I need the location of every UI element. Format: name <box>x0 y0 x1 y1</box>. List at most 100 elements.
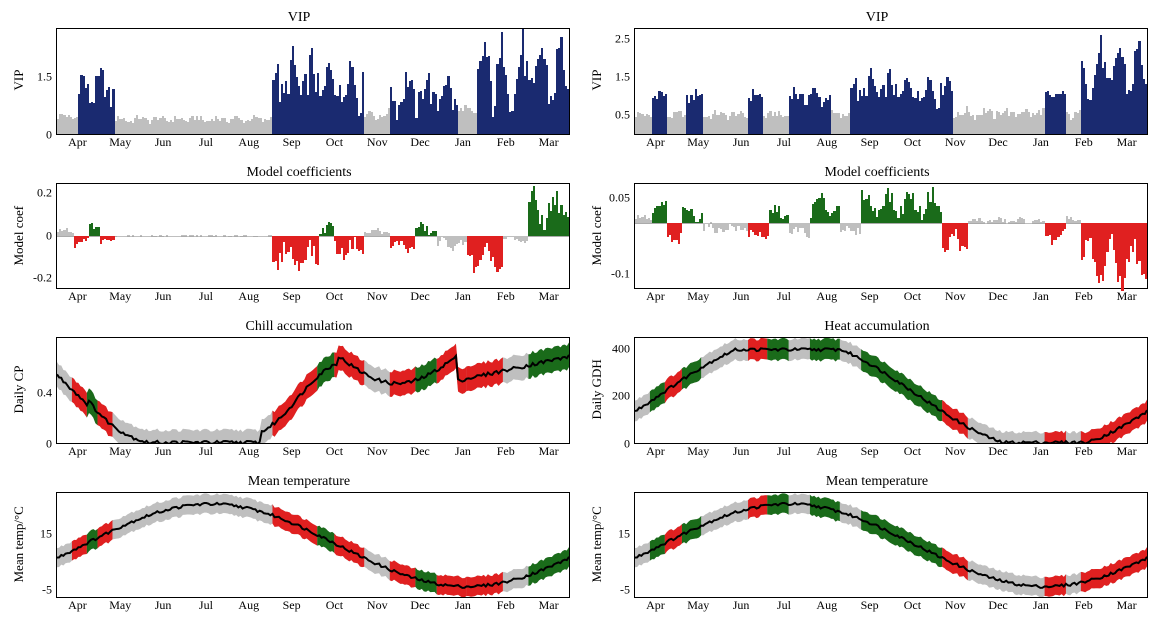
coef-bar <box>232 236 234 237</box>
x-axis: AprMayJunJulAugSepOctNovDecJanFebMar <box>606 598 1148 614</box>
panel-title: Chill accumulation <box>28 319 570 335</box>
panel: Mean temp/°CMean temperature-515AprMayJu… <box>10 474 570 615</box>
x-tick: Feb <box>497 289 515 304</box>
x-tick: Nov <box>367 598 388 613</box>
coef-bar <box>362 236 364 254</box>
vip-bar <box>567 89 569 134</box>
x-tick: Oct <box>326 598 343 613</box>
coef-bar <box>680 223 682 233</box>
x-tick: Jul <box>199 598 213 613</box>
y-tick: 400 <box>612 341 630 356</box>
coef-bar <box>665 201 667 223</box>
x-tick: Apr <box>68 135 87 150</box>
band-svg <box>635 493 1147 598</box>
x-tick: Feb <box>1075 289 1093 304</box>
x-tick: Aug <box>238 444 259 459</box>
panel: Daily GDHHeat accumulation0200400AprMayJ… <box>588 319 1148 460</box>
x-tick: Mar <box>539 289 559 304</box>
y-tick: -5 <box>42 582 52 597</box>
x-tick: Jun <box>155 444 172 459</box>
panel: VIPVIP0.51.52.5AprMayJunJulAugSepOctNovD… <box>588 10 1148 151</box>
x-tick: Aug <box>816 444 837 459</box>
y-axis-label: VIP <box>588 10 606 151</box>
x-tick: Nov <box>945 598 966 613</box>
y-tick: 1.5 <box>37 70 52 85</box>
x-tick: Apr <box>646 135 665 150</box>
y-tick: 1.5 <box>615 70 630 85</box>
x-tick: Jun <box>733 598 750 613</box>
x-tick: Jul <box>199 135 213 150</box>
x-tick: Sep <box>861 289 879 304</box>
x-tick: Jun <box>733 444 750 459</box>
x-tick: Apr <box>646 598 665 613</box>
coef-bar <box>351 236 353 249</box>
x-tick: Dec <box>410 444 429 459</box>
y-axis: -0.200.2 <box>28 183 56 290</box>
x-tick: Jun <box>155 135 172 150</box>
plot-area <box>56 492 570 599</box>
y-tick: 0.4 <box>37 386 52 401</box>
coef-bar <box>149 236 151 237</box>
y-tick: 0.2 <box>37 186 52 201</box>
coef-bar <box>786 215 788 223</box>
x-axis: AprMayJunJulAugSepOctNovDecJanFebMar <box>28 598 570 614</box>
plot-area <box>634 337 1148 444</box>
y-axis: -5 15 <box>28 492 56 599</box>
coef-bar <box>526 236 528 241</box>
panel-title: Heat accumulation <box>606 319 1148 335</box>
coef-bar <box>859 223 861 234</box>
x-tick: Aug <box>238 289 259 304</box>
x-tick: Oct <box>904 135 921 150</box>
coef-bar <box>317 236 319 265</box>
chart-grid: VIPVIP01.5AprMayJunJulAugSepOctNovDecJan… <box>10 10 1148 614</box>
x-tick: May <box>687 289 709 304</box>
x-tick: Mar <box>1117 289 1137 304</box>
x-tick: May <box>109 135 131 150</box>
y-axis: -0.10.05 <box>606 183 634 290</box>
x-tick: Nov <box>945 444 966 459</box>
x-tick: Dec <box>988 289 1007 304</box>
x-tick: Jul <box>777 289 791 304</box>
x-tick: Jun <box>155 289 172 304</box>
x-tick: May <box>687 135 709 150</box>
y-tick: -5 <box>620 582 630 597</box>
x-tick: May <box>687 444 709 459</box>
x-tick: Apr <box>68 289 87 304</box>
x-tick: Jan <box>455 135 471 150</box>
y-axis: -515 <box>606 492 634 599</box>
y-axis-label: Daily GDH <box>588 319 606 460</box>
x-tick: Feb <box>1075 598 1093 613</box>
x-tick: Oct <box>326 444 343 459</box>
band-svg <box>57 338 569 443</box>
x-tick: Jun <box>733 289 750 304</box>
x-tick: Jul <box>777 444 791 459</box>
x-tick: Jun <box>155 598 172 613</box>
x-tick: Feb <box>1075 444 1093 459</box>
panel-title: Mean temperature <box>606 474 1148 490</box>
x-tick: Nov <box>945 135 966 150</box>
x-axis: AprMayJunJulAugSepOctNovDecJanFebMar <box>28 135 570 151</box>
y-tick: 15 <box>40 526 52 541</box>
coef-bar <box>501 236 503 267</box>
x-tick: Sep <box>283 444 301 459</box>
x-tick: Dec <box>410 289 429 304</box>
x-tick: Nov <box>367 289 388 304</box>
x-tick: Nov <box>367 444 388 459</box>
x-tick: Jan <box>1033 598 1049 613</box>
x-tick: May <box>109 444 131 459</box>
coef-bar <box>112 236 114 241</box>
y-axis-label: Mean temp/°C <box>10 474 28 615</box>
panel-title: VIP <box>28 10 570 26</box>
panel-title: VIP <box>606 10 1148 26</box>
panel: Mean temp/°CMean temperature-515AprMayJu… <box>588 474 1148 615</box>
x-tick: Nov <box>367 135 388 150</box>
coef-bar <box>838 206 840 223</box>
y-axis-label: VIP <box>10 10 28 151</box>
y-axis: 0.51.52.5 <box>606 28 634 135</box>
x-tick: Jan <box>455 289 471 304</box>
x-tick: May <box>109 598 131 613</box>
coef-bar <box>727 223 729 230</box>
panel: VIPVIP01.5AprMayJunJulAugSepOctNovDecJan… <box>10 10 570 151</box>
coef-bar <box>332 226 334 235</box>
x-tick: Aug <box>238 135 259 150</box>
